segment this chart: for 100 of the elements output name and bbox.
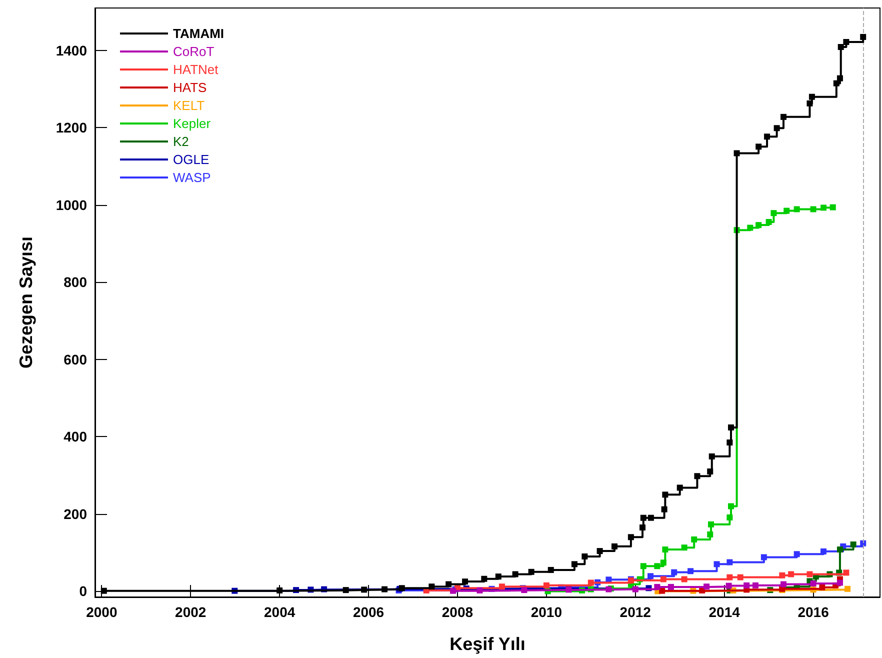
point [681, 576, 688, 582]
point [808, 94, 815, 100]
point [671, 569, 678, 576]
y-tick-label: 600 [64, 351, 88, 368]
point [668, 584, 674, 590]
point [779, 572, 786, 578]
point [481, 576, 488, 582]
point [752, 582, 758, 588]
point [543, 582, 550, 588]
legend-label: Kepler [173, 116, 212, 131]
point [681, 544, 688, 551]
x-tick-label: 2010 [530, 604, 562, 620]
point [836, 546, 843, 552]
point [708, 453, 715, 460]
point [660, 576, 666, 582]
x-tick-label: 2016 [798, 604, 830, 620]
point [100, 588, 107, 594]
point [726, 514, 733, 520]
point [766, 218, 772, 225]
y-tick-label: 0 [79, 583, 88, 600]
point [676, 484, 683, 491]
point [780, 581, 786, 588]
point [747, 224, 754, 231]
point [756, 144, 762, 150]
legend-label: CoRoT [173, 44, 214, 59]
x-tick-label: 2000 [86, 604, 118, 620]
point [794, 551, 800, 558]
point [734, 150, 740, 156]
point [838, 44, 844, 50]
point [276, 587, 283, 594]
legend-label: K2 [173, 134, 189, 149]
point [708, 521, 714, 528]
point [836, 580, 843, 586]
point [843, 570, 850, 576]
x-tick-label: 2012 [620, 604, 652, 620]
point [860, 34, 866, 40]
point [760, 554, 767, 560]
point [744, 582, 750, 588]
point [806, 571, 813, 578]
point [462, 578, 468, 585]
point [582, 553, 588, 560]
point [726, 559, 733, 566]
point [691, 536, 698, 542]
point [850, 541, 856, 548]
point [794, 206, 800, 212]
point [640, 514, 646, 521]
point [596, 548, 603, 554]
point [628, 534, 634, 540]
point [648, 514, 654, 521]
x-axis-title: Keşif Yılı [450, 634, 526, 654]
y-tick-label: 1200 [56, 120, 88, 136]
point [836, 75, 843, 82]
point [714, 561, 720, 568]
point [780, 114, 786, 120]
point [498, 584, 505, 590]
x-tick-label: 2014 [708, 604, 740, 620]
point [688, 568, 694, 574]
point [830, 204, 836, 210]
point [770, 210, 777, 216]
point [810, 580, 816, 586]
point [476, 587, 483, 594]
point [640, 563, 646, 570]
point [446, 581, 452, 588]
point [548, 566, 554, 573]
point [659, 588, 666, 594]
point [756, 222, 762, 228]
y-axis-title: Gezegen Sayısı [16, 236, 36, 369]
y-tick-label: 1000 [56, 196, 88, 213]
legend-label: TAMAMI [173, 26, 224, 41]
point [784, 208, 790, 214]
point [820, 204, 827, 211]
x-tick-label: 2002 [175, 604, 206, 620]
point [342, 587, 349, 594]
point [806, 100, 813, 106]
y-tick-label: 1400 [56, 42, 88, 58]
y-tick-label: 800 [64, 274, 88, 290]
point [726, 582, 732, 589]
legend-label: WASP [173, 170, 211, 185]
point [726, 574, 733, 580]
point [661, 506, 668, 512]
point [737, 574, 744, 580]
point [833, 80, 840, 86]
point [662, 492, 668, 498]
point [774, 125, 780, 132]
legend-label: KELT [173, 98, 205, 113]
point [632, 586, 638, 592]
point [361, 586, 368, 593]
point [660, 560, 666, 566]
point [728, 424, 734, 430]
point [428, 584, 435, 590]
point [654, 584, 660, 590]
x-tick-label: 2006 [352, 604, 384, 620]
point [640, 524, 646, 530]
y-tick-label: 400 [64, 428, 88, 445]
point [495, 574, 502, 580]
point [788, 571, 794, 578]
point [662, 546, 668, 552]
legend-label: HATNet [173, 62, 219, 77]
point [764, 134, 770, 140]
legend-label: OGLE [173, 152, 210, 167]
